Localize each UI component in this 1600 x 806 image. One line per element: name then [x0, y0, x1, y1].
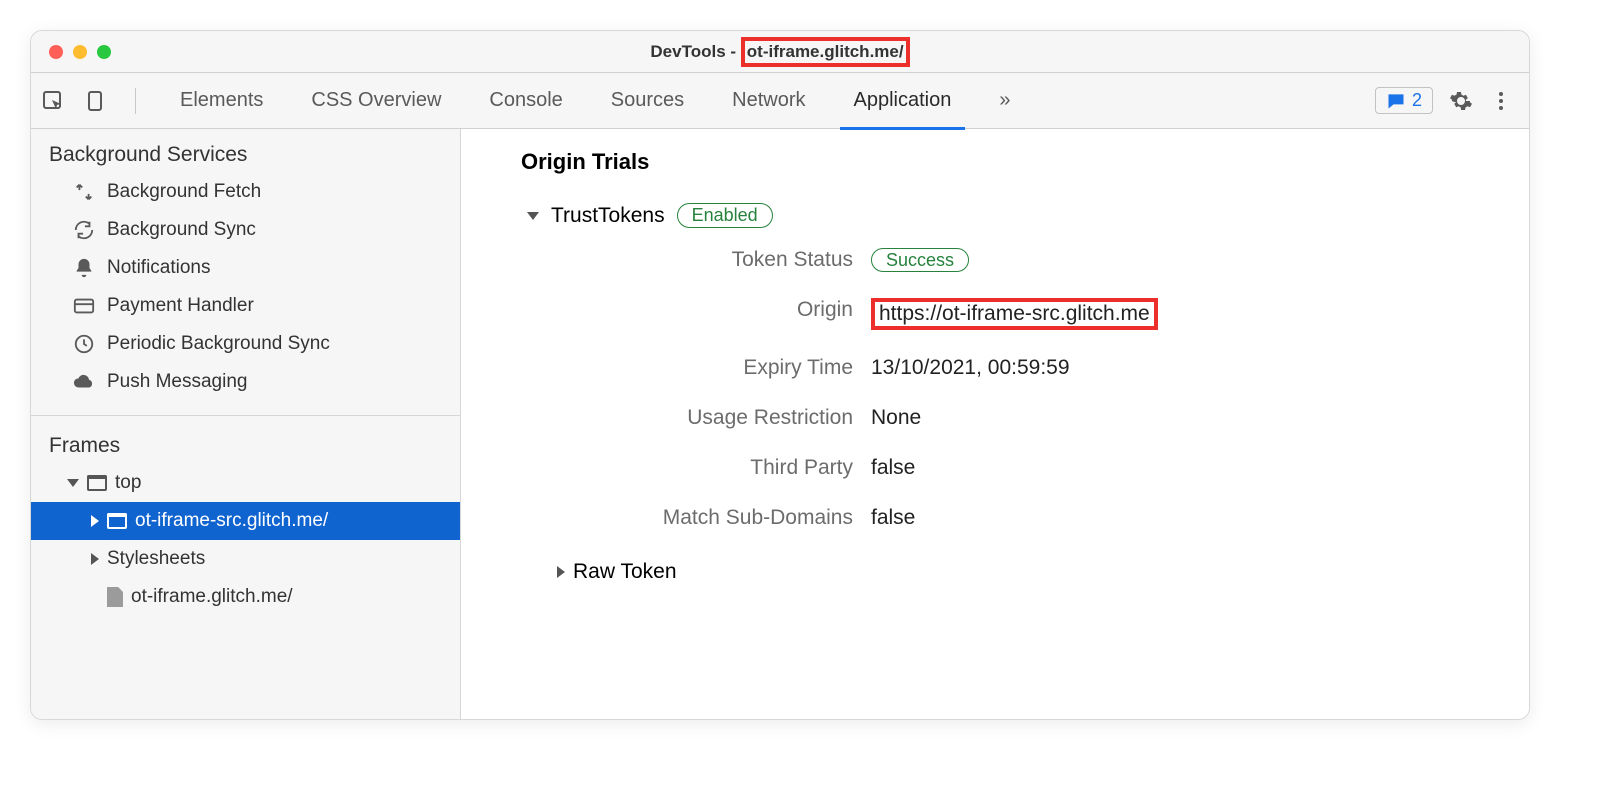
- fetch-icon: [73, 181, 95, 203]
- origin-label: Origin: [553, 298, 853, 330]
- sidebar-item-label: Notifications: [107, 257, 211, 279]
- bell-icon: [73, 257, 95, 279]
- sidebar-item-label: Periodic Background Sync: [107, 333, 330, 355]
- panel-body: Background Services Background Fetch Bac…: [31, 129, 1529, 719]
- token-status-badge: Success: [871, 248, 969, 272]
- devtools-window: DevTools - ot-iframe.glitch.me/ Elements…: [30, 30, 1530, 720]
- tab-elements[interactable]: Elements: [156, 73, 287, 129]
- bg-services-heading: Background Services: [31, 129, 460, 173]
- enabled-badge: Enabled: [677, 203, 773, 228]
- frame-label: Stylesheets: [107, 548, 205, 570]
- chevron-right-icon: [91, 553, 99, 565]
- raw-token-row[interactable]: Raw Token: [557, 560, 1489, 584]
- clock-icon: [73, 333, 95, 355]
- third-party-label: Third Party: [553, 456, 853, 480]
- tabbar-left-tools: [41, 88, 146, 114]
- panel-heading: Origin Trials: [521, 149, 1489, 175]
- raw-token-label: Raw Token: [573, 560, 677, 584]
- divider: [135, 88, 136, 114]
- match-sub-label: Match Sub-Domains: [553, 506, 853, 530]
- expiry-label: Expiry Time: [553, 356, 853, 380]
- frame-label: top: [115, 472, 141, 494]
- tab-overflow[interactable]: »: [975, 73, 1034, 129]
- frame-stylesheets[interactable]: Stylesheets: [31, 540, 460, 578]
- sidebar-item-label: Push Messaging: [107, 371, 247, 393]
- tab-css-overview[interactable]: CSS Overview: [287, 73, 465, 129]
- window-title-url: ot-iframe.glitch.me/: [741, 37, 910, 67]
- frame-iframe-selected[interactable]: ot-iframe-src.glitch.me/: [31, 502, 460, 540]
- expiry-value: 13/10/2021, 00:59:59: [871, 356, 1489, 380]
- frame-label: ot-iframe.glitch.me/: [131, 586, 293, 608]
- titlebar: DevTools - ot-iframe.glitch.me/: [31, 31, 1529, 73]
- frames-section: Frames top ot-iframe-src.glitch.me/ Styl…: [31, 416, 460, 616]
- device-toggle-icon[interactable]: [83, 89, 107, 113]
- chevron-down-icon: [527, 212, 539, 220]
- tab-sources[interactable]: Sources: [587, 73, 708, 129]
- tab-network[interactable]: Network: [708, 73, 829, 129]
- trial-details: Token Status Success Origin https://ot-i…: [553, 248, 1489, 530]
- sidebar-item-background-fetch[interactable]: Background Fetch: [31, 173, 460, 211]
- frames-heading: Frames: [31, 420, 460, 464]
- inspect-icon[interactable]: [41, 89, 65, 113]
- usage-label: Usage Restriction: [553, 406, 853, 430]
- usage-value: None: [871, 406, 1489, 430]
- message-icon: [1386, 91, 1406, 111]
- devtools-tabbar: Elements CSS Overview Console Sources Ne…: [31, 73, 1529, 129]
- trial-name: TrustTokens: [551, 204, 665, 228]
- tabbar-right-tools: 2: [1375, 87, 1519, 114]
- chevron-right-icon: [557, 566, 565, 578]
- sidebar-item-periodic-sync[interactable]: Periodic Background Sync: [31, 325, 460, 363]
- window-icon: [107, 513, 127, 529]
- tab-application[interactable]: Application: [830, 73, 976, 129]
- origin-value: https://ot-iframe-src.glitch.me: [871, 298, 1158, 330]
- match-sub-value: false: [871, 506, 1489, 530]
- sidebar-item-payment-handler[interactable]: Payment Handler: [31, 287, 460, 325]
- messages-count: 2: [1412, 90, 1422, 111]
- more-icon[interactable]: [1489, 89, 1513, 113]
- gear-icon[interactable]: [1449, 89, 1473, 113]
- chevron-down-icon: [67, 479, 79, 487]
- trial-header[interactable]: TrustTokens Enabled: [527, 203, 1489, 228]
- sidebar-item-background-sync[interactable]: Background Sync: [31, 211, 460, 249]
- file-icon: [107, 587, 123, 607]
- third-party-value: false: [871, 456, 1489, 480]
- messages-pill[interactable]: 2: [1375, 87, 1433, 114]
- chevron-right-icon: [91, 515, 99, 527]
- sidebar-item-label: Background Fetch: [107, 181, 261, 203]
- card-icon: [73, 295, 95, 317]
- sidebar-item-label: Background Sync: [107, 219, 256, 241]
- sidebar-item-notifications[interactable]: Notifications: [31, 249, 460, 287]
- cloud-icon: [73, 371, 95, 393]
- window-title-prefix: DevTools -: [650, 42, 740, 61]
- sidebar-item-label: Payment Handler: [107, 295, 254, 317]
- window-title: DevTools - ot-iframe.glitch.me/: [31, 37, 1529, 67]
- application-sidebar: Background Services Background Fetch Bac…: [31, 129, 461, 719]
- tab-console[interactable]: Console: [465, 73, 586, 129]
- frame-top[interactable]: top: [31, 464, 460, 502]
- sidebar-item-push-messaging[interactable]: Push Messaging: [31, 363, 460, 401]
- frame-label: ot-iframe-src.glitch.me/: [135, 510, 328, 532]
- panel-tabs: Elements CSS Overview Console Sources Ne…: [156, 73, 1375, 129]
- window-icon: [87, 475, 107, 491]
- token-status-label: Token Status: [553, 248, 853, 272]
- sync-icon: [73, 219, 95, 241]
- frame-stylesheet-item[interactable]: ot-iframe.glitch.me/: [31, 578, 460, 616]
- origin-trials-panel: Origin Trials TrustTokens Enabled Token …: [461, 129, 1529, 719]
